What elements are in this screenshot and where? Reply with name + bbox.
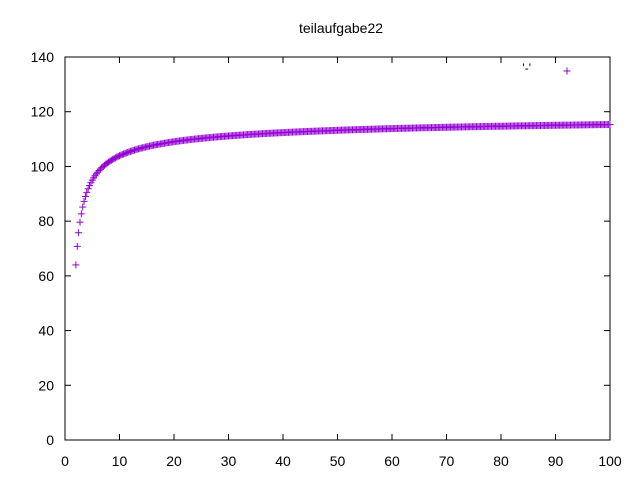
- data-point: [73, 242, 81, 250]
- y-tick-label: 140: [31, 49, 55, 65]
- x-tick-label: 50: [330, 453, 346, 469]
- y-tick-label: 120: [31, 104, 55, 120]
- x-tick-label: 60: [384, 453, 400, 469]
- y-axis: 0 20 40 60 80 100 120 140: [31, 49, 610, 448]
- x-tick-label: 10: [112, 453, 128, 469]
- y-tick-label: 20: [38, 377, 54, 393]
- legend-marker: [563, 67, 571, 75]
- legend-marker-symbol: [563, 67, 571, 75]
- data-point: [76, 218, 84, 226]
- x-tick-label: 70: [439, 453, 455, 469]
- y-tick-label: 80: [38, 213, 54, 229]
- legend-label: '-': [522, 61, 531, 75]
- y-tick-label: 0: [46, 432, 54, 448]
- data-point: [86, 182, 94, 190]
- data-series: [72, 121, 614, 269]
- x-tick-label: 40: [275, 453, 291, 469]
- x-tick-label: 0: [61, 453, 69, 469]
- x-tick-label: 20: [166, 453, 182, 469]
- data-point: [79, 203, 87, 211]
- x-tick-label: 90: [548, 453, 564, 469]
- legend: '-': [522, 61, 571, 75]
- data-point: [606, 121, 614, 129]
- x-tick-label: 100: [598, 453, 622, 469]
- data-point: [80, 197, 88, 205]
- y-tick-label: 40: [38, 323, 54, 339]
- x-tick-label: 30: [221, 453, 237, 469]
- data-point: [72, 261, 80, 269]
- data-point: [77, 210, 85, 218]
- data-point: [75, 229, 83, 237]
- data-point: [83, 188, 91, 196]
- x-axis: 0 10 20 30 40 50 60 70 80 90 100: [61, 57, 622, 469]
- chart-title: teilaufgabe22: [299, 20, 383, 36]
- y-tick-label: 60: [38, 268, 54, 284]
- x-tick-label: 80: [493, 453, 509, 469]
- y-tick-label: 100: [31, 158, 55, 174]
- data-point: [84, 185, 92, 193]
- data-point: [81, 193, 89, 201]
